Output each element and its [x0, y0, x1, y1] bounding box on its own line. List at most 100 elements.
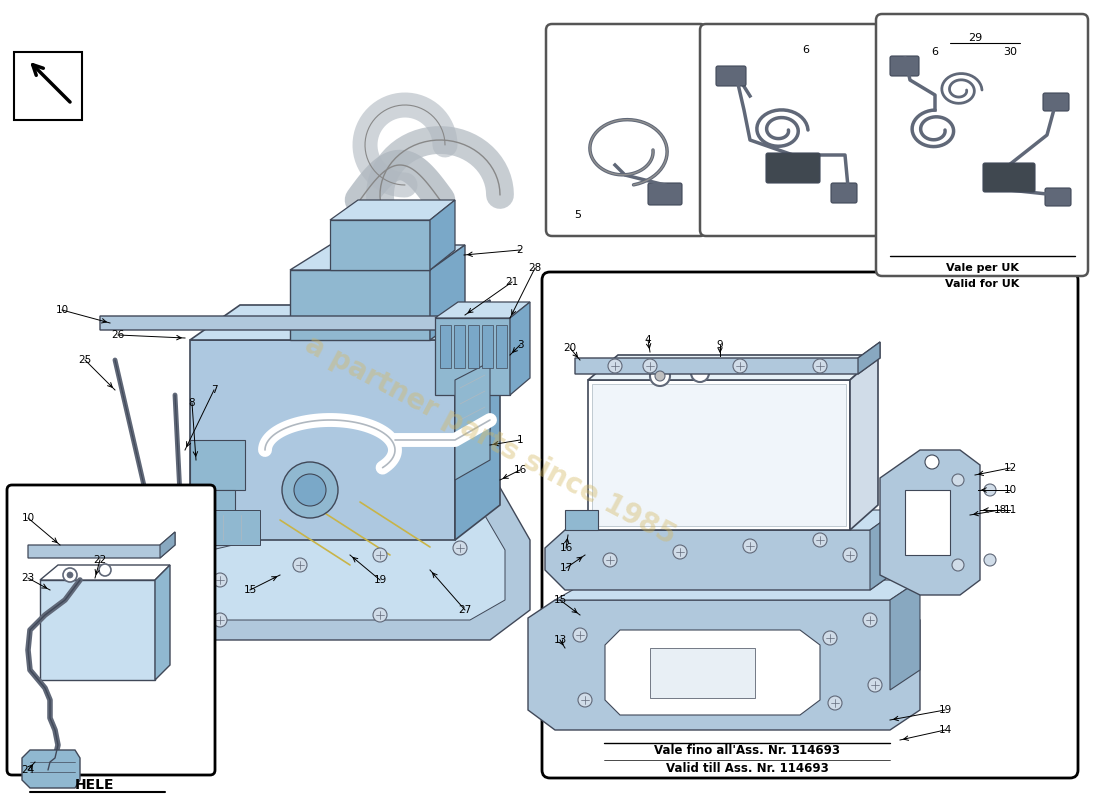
Text: 9: 9	[717, 340, 724, 350]
Polygon shape	[455, 305, 500, 540]
Circle shape	[733, 359, 747, 373]
Circle shape	[952, 474, 964, 486]
FancyBboxPatch shape	[890, 56, 918, 76]
Text: 10: 10	[1003, 485, 1016, 495]
Polygon shape	[592, 384, 846, 526]
Text: 12: 12	[1003, 463, 1016, 473]
Polygon shape	[858, 342, 880, 374]
Circle shape	[868, 678, 882, 692]
Text: Vale fino all'Ass. Nr. 114693: Vale fino all'Ass. Nr. 114693	[654, 745, 840, 758]
FancyBboxPatch shape	[1043, 93, 1069, 111]
Text: 25: 25	[78, 355, 91, 365]
Circle shape	[864, 613, 877, 627]
Circle shape	[843, 548, 857, 562]
Text: 21: 21	[505, 277, 518, 287]
Polygon shape	[565, 510, 598, 530]
Circle shape	[984, 554, 996, 566]
Text: Vale per UK: Vale per UK	[946, 263, 1019, 273]
Text: Valid for UK: Valid for UK	[945, 279, 1019, 289]
Polygon shape	[890, 580, 920, 690]
Text: 10: 10	[21, 513, 34, 523]
Polygon shape	[190, 490, 235, 525]
Text: 13: 13	[553, 635, 566, 645]
FancyBboxPatch shape	[876, 14, 1088, 276]
Polygon shape	[434, 318, 510, 395]
Polygon shape	[605, 630, 820, 715]
Text: 2: 2	[517, 245, 524, 255]
Circle shape	[952, 559, 964, 571]
Polygon shape	[28, 532, 175, 558]
Text: 16: 16	[514, 465, 527, 475]
Text: 23: 23	[21, 573, 34, 583]
Polygon shape	[330, 200, 455, 220]
Polygon shape	[880, 450, 980, 595]
Polygon shape	[454, 325, 465, 368]
Circle shape	[373, 608, 387, 622]
Polygon shape	[430, 200, 455, 270]
Circle shape	[925, 455, 939, 469]
Text: Valid till Ass. Nr. 114693: Valid till Ass. Nr. 114693	[666, 762, 828, 774]
FancyBboxPatch shape	[546, 24, 706, 236]
Circle shape	[742, 539, 757, 553]
Circle shape	[823, 631, 837, 645]
Circle shape	[650, 366, 670, 386]
Text: 30: 30	[1003, 47, 1018, 57]
Polygon shape	[140, 470, 530, 640]
Polygon shape	[290, 245, 465, 270]
Text: 24: 24	[21, 765, 34, 775]
Polygon shape	[650, 648, 755, 698]
Polygon shape	[200, 510, 260, 545]
Circle shape	[813, 359, 827, 373]
Text: 14: 14	[938, 725, 952, 735]
FancyBboxPatch shape	[7, 485, 214, 775]
Text: 6: 6	[803, 45, 810, 55]
Polygon shape	[455, 415, 490, 480]
Polygon shape	[330, 220, 430, 270]
Polygon shape	[168, 490, 505, 620]
Circle shape	[453, 541, 468, 555]
Circle shape	[99, 564, 111, 576]
FancyBboxPatch shape	[983, 163, 1035, 192]
Polygon shape	[565, 510, 898, 530]
Text: 16: 16	[560, 543, 573, 553]
Text: 15: 15	[243, 585, 256, 595]
Text: 15: 15	[553, 595, 566, 605]
Text: 28: 28	[528, 263, 541, 273]
Text: 4: 4	[645, 335, 651, 345]
Polygon shape	[850, 355, 878, 530]
Text: 26: 26	[111, 330, 124, 340]
Text: 22: 22	[94, 555, 107, 565]
Text: 17: 17	[560, 563, 573, 573]
Polygon shape	[575, 342, 880, 374]
Circle shape	[63, 568, 77, 582]
Text: a partner parts since 1985: a partner parts since 1985	[300, 330, 680, 550]
FancyBboxPatch shape	[700, 24, 880, 236]
Polygon shape	[22, 750, 80, 788]
Circle shape	[293, 558, 307, 572]
Polygon shape	[482, 325, 493, 368]
Circle shape	[603, 553, 617, 567]
Text: HELE: HELE	[75, 778, 114, 792]
Polygon shape	[870, 510, 898, 590]
Text: 11: 11	[1003, 505, 1016, 515]
Circle shape	[608, 359, 622, 373]
Circle shape	[984, 484, 996, 496]
FancyBboxPatch shape	[766, 153, 820, 183]
FancyBboxPatch shape	[830, 183, 857, 203]
Polygon shape	[40, 580, 155, 680]
Polygon shape	[905, 490, 950, 555]
FancyBboxPatch shape	[648, 183, 682, 205]
Text: 3: 3	[517, 340, 524, 350]
Circle shape	[654, 371, 666, 381]
Text: 6: 6	[932, 47, 938, 57]
Polygon shape	[434, 302, 530, 318]
Polygon shape	[556, 580, 920, 600]
Circle shape	[373, 548, 387, 562]
Circle shape	[282, 462, 338, 518]
Text: 29: 29	[968, 33, 982, 43]
Text: 1: 1	[517, 435, 524, 445]
Circle shape	[673, 545, 688, 559]
Polygon shape	[155, 565, 170, 680]
Circle shape	[294, 474, 326, 506]
Circle shape	[573, 628, 587, 642]
